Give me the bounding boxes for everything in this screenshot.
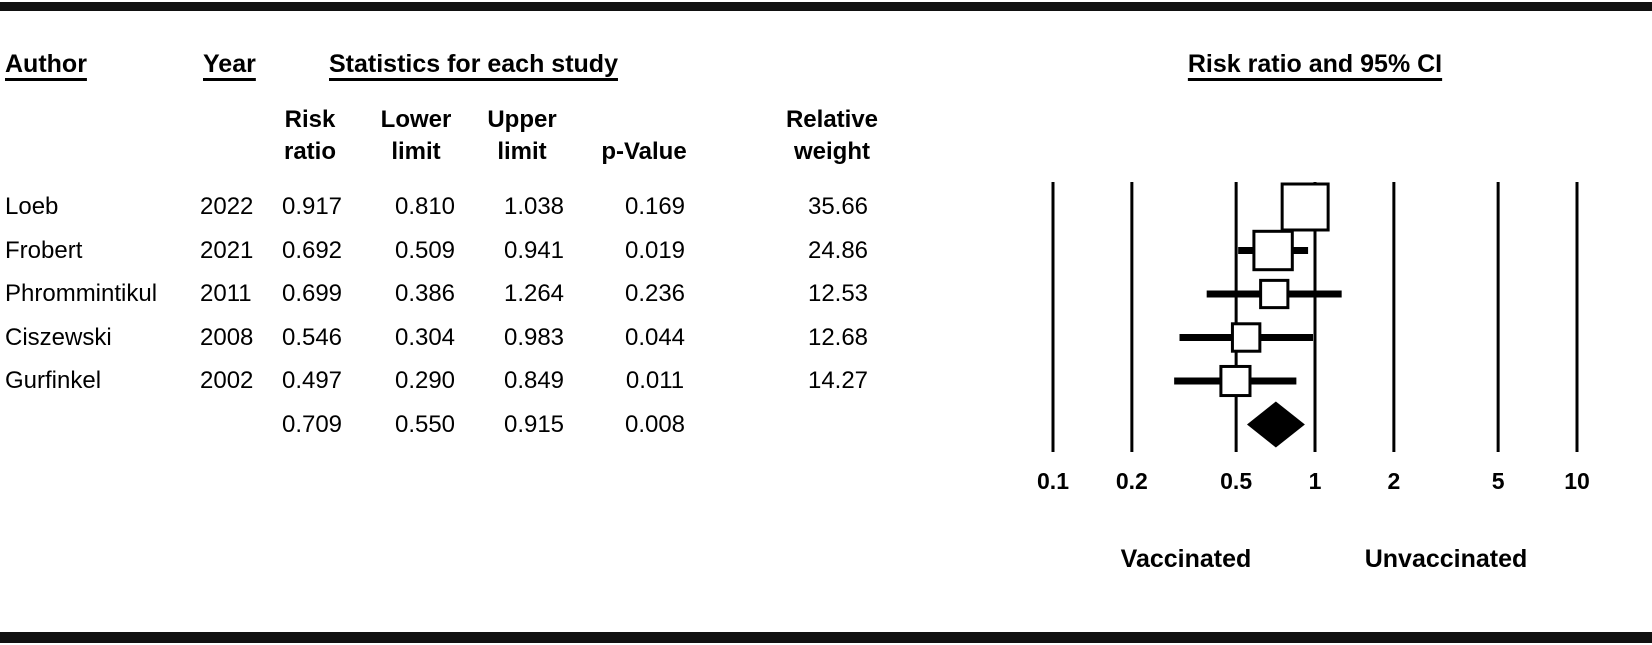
point-estimate-square-Phrommintikul — [1259, 278, 1290, 310]
row-summary-upper: 0.915 — [503, 410, 565, 438]
x-tick-10: 10 — [1564, 468, 1590, 494]
row-frobert-author: Frobert — [5, 236, 83, 264]
row-frobert-risk-ratio: 0.692 — [281, 236, 343, 264]
row-loeb-upper: 1.038 — [503, 193, 565, 220]
row-phrommintikul-upper: 1.264 — [503, 280, 565, 307]
col-header-lower-limit-line1: Lower — [380, 106, 452, 133]
row-phrommintikul-lower: 0.386 — [394, 280, 456, 307]
row-frobert-upper: 0.941 — [503, 236, 565, 264]
col-header-lower-limit-line2: limit — [391, 138, 441, 165]
summary-diamond — [1246, 401, 1305, 448]
statistics-header: Statistics for each study — [329, 50, 618, 78]
row-frobert-p-value: 0.019 — [624, 236, 686, 264]
col-header-upper-limit: Upper limit — [487, 104, 556, 168]
row-phrommintikul-weight: 12.53 — [807, 280, 869, 307]
col-header-risk-ratio: Risk ratio — [284, 104, 336, 168]
col-header-relative-weight-line2: weight — [794, 138, 870, 165]
col-header-relative-weight: Relative weight — [786, 104, 878, 168]
point-estimate-square-Loeb — [1280, 182, 1330, 232]
row-phrommintikul-p-value: 0.236 — [624, 280, 686, 307]
col-header-relative-weight-line1: Relative — [785, 106, 879, 133]
row-loeb-p-value: 0.169 — [624, 193, 686, 220]
row-gurfinkel-lower: 0.290 — [394, 367, 456, 394]
bottom-rule — [0, 632, 1652, 643]
row-summary-risk-ratio: 0.709 — [281, 410, 343, 438]
year-header: Year — [203, 50, 256, 78]
row-ciszewski-year: 2008 — [200, 323, 254, 351]
row-phrommintikul-risk-ratio: 0.699 — [281, 280, 343, 307]
row-gurfinkel-year: 2002 — [200, 367, 254, 394]
point-estimate-square-Frobert — [1252, 229, 1294, 272]
row-phrommintikul-year: 2011 — [200, 280, 252, 307]
x-tick-0.2: 0.2 — [1115, 468, 1148, 494]
row-gurfinkel-p-value: 0.011 — [625, 367, 685, 394]
point-estimate-square-Ciszewski — [1230, 322, 1262, 353]
row-loeb-year: 2022 — [200, 193, 254, 220]
row-ciszewski-risk-ratio: 0.546 — [281, 323, 343, 351]
col-header-lower-limit: Lower limit — [381, 104, 452, 168]
x-tick-2: 2 — [1387, 468, 1401, 494]
row-loeb-author: Loeb — [5, 193, 59, 220]
col-header-upper-limit-line1: Upper — [487, 106, 557, 133]
top-rule — [0, 2, 1652, 11]
row-ciszewski-upper: 0.983 — [503, 323, 565, 351]
row-loeb-weight: 35.66 — [807, 193, 869, 220]
col-header-risk-ratio-line2: ratio — [283, 138, 337, 165]
row-ciszewski-p-value: 0.044 — [624, 323, 686, 351]
x-tick-1: 1 — [1308, 468, 1322, 494]
x-tick-5: 5 — [1491, 468, 1505, 494]
row-ciszewski-author: Ciszewski — [5, 323, 112, 351]
row-gurfinkel-author: Gurfinkel — [5, 367, 102, 394]
x-tick-0.1: 0.1 — [1037, 468, 1069, 494]
row-ciszewski-lower: 0.304 — [394, 323, 456, 351]
plot-title: Risk ratio and 95% CI — [1187, 50, 1443, 78]
row-ciszewski-weight: 12.68 — [807, 323, 869, 351]
row-loeb-risk-ratio: 0.917 — [281, 193, 343, 220]
favors-vaccinated-label: Vaccinated — [1120, 545, 1252, 573]
row-frobert-weight: 24.86 — [807, 236, 869, 264]
x-tick-0.5: 0.5 — [1220, 468, 1253, 494]
col-header-upper-limit-line2: limit — [497, 138, 547, 165]
row-gurfinkel-risk-ratio: 0.497 — [281, 367, 343, 394]
row-gurfinkel-upper: 0.849 — [503, 367, 565, 394]
point-estimate-square-Gurfinkel — [1219, 364, 1252, 398]
row-summary-lower: 0.550 — [394, 410, 456, 438]
author-header: Author — [5, 50, 87, 78]
row-frobert-lower: 0.509 — [394, 236, 456, 264]
row-summary-p-value: 0.008 — [624, 410, 686, 438]
favors-unvaccinated-label: Unvaccinated — [1364, 545, 1528, 573]
col-header-risk-ratio-line1: Risk — [284, 106, 336, 133]
row-frobert-year: 2021 — [200, 236, 254, 264]
row-phrommintikul-author: Phrommintikul — [5, 280, 158, 307]
row-gurfinkel-weight: 14.27 — [807, 367, 869, 394]
col-header-p-value: p-Value — [601, 138, 687, 165]
row-loeb-lower: 0.810 — [394, 193, 456, 220]
